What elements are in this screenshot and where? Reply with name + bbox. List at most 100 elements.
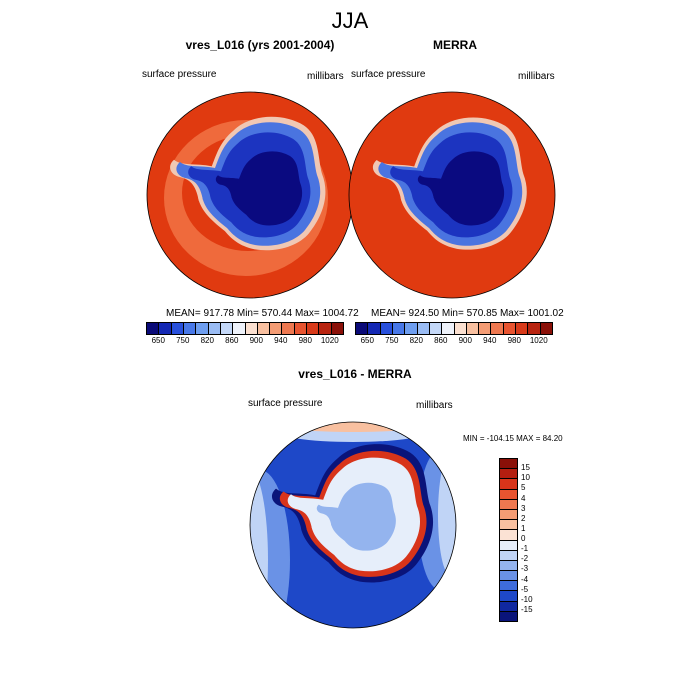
diff-title: vres_L016 - MERRA xyxy=(298,367,412,381)
map-merra-frame xyxy=(348,91,556,299)
panel-right-label-model: millibars xyxy=(307,71,344,82)
figure-title: JJA xyxy=(331,8,369,33)
colorbar-tick-label: 650 xyxy=(151,336,165,345)
colorbar-swatch xyxy=(500,498,517,509)
colorbar-swatch xyxy=(391,323,405,334)
colorbar-tick-label: 820 xyxy=(200,336,214,345)
colorbar-tick-label: 860 xyxy=(225,336,239,345)
colorbar-swatch xyxy=(441,323,454,334)
colorbar-swatch xyxy=(539,323,552,334)
colorbar-tick-label: 1 xyxy=(521,523,526,533)
colorbar-swatch xyxy=(500,459,517,469)
diff-right-label: millibars xyxy=(416,400,453,411)
colorbar-diff-labels: 15 10 5 4 3 2 1 0 -1 -2 -3 -4 -5 -10 -15 xyxy=(521,458,561,620)
colorbar-swatch xyxy=(500,610,517,621)
panel-title-model: vres_L016 (yrs 2001-2004) xyxy=(185,38,335,52)
colorbar-swatch xyxy=(147,323,159,334)
colorbar-tick-label: 0 xyxy=(521,534,526,543)
colorbar-swatch xyxy=(500,468,517,479)
colorbar-tick-label: 1020 xyxy=(320,336,339,345)
colorbar-swatch xyxy=(453,323,466,334)
colorbar-swatch xyxy=(478,323,491,334)
colorbar-swatch xyxy=(500,529,517,540)
panel-right-label-merra: millibars xyxy=(518,71,555,82)
colorbar-tick-label: 5 xyxy=(521,483,526,493)
diff-left-label: surface pressure xyxy=(248,398,323,409)
colorbar-tick-label: 940 xyxy=(483,336,497,345)
colorbar-swatch xyxy=(428,323,442,334)
colorbar-swatch xyxy=(306,323,319,334)
stats-merra: MEAN= 924.50 Min= 570.85 Max= 1001.02 xyxy=(371,308,564,319)
colorbar-tick-label: 750 xyxy=(385,336,399,345)
colorbar-swatch xyxy=(244,323,257,334)
colorbar-merra xyxy=(355,322,553,335)
colorbar-swatch xyxy=(502,323,516,334)
colorbar-swatch xyxy=(500,508,517,520)
colorbar-tick-label: 860 xyxy=(434,336,448,345)
colorbar-swatch xyxy=(269,323,282,334)
colorbar-swatch xyxy=(500,559,517,571)
colorbar-tick-label: 900 xyxy=(458,336,472,345)
map-merra xyxy=(349,92,555,298)
colorbar-merra-labels: 650 750 820 860 900 940 980 1020 xyxy=(355,336,551,348)
colorbar-tick-label: 15 xyxy=(521,463,530,473)
colorbar-diff xyxy=(499,458,518,622)
colorbar-swatch xyxy=(207,323,220,334)
colorbar-swatch xyxy=(500,539,517,550)
colorbar-swatch xyxy=(465,323,479,334)
colorbar-swatch xyxy=(500,590,517,601)
colorbar-tick-label: 940 xyxy=(274,336,288,345)
colorbar-swatch xyxy=(170,323,183,334)
colorbar-tick-label: 4 xyxy=(521,493,526,503)
colorbar-tick-label: -10 xyxy=(521,594,533,604)
colorbar-swatch xyxy=(500,488,517,499)
panel-title-merra: MERRA xyxy=(433,38,477,52)
colorbar-swatch xyxy=(367,323,380,334)
colorbar-swatch xyxy=(500,519,517,530)
colorbar-tick-label: 750 xyxy=(176,336,190,345)
panel-left-label-model: surface pressure xyxy=(142,69,217,80)
colorbar-tick-label: 1020 xyxy=(529,336,548,345)
map-diff xyxy=(250,422,456,628)
stats-model: MEAN= 917.78 Min= 570.44 Max= 1004.72 xyxy=(166,308,359,319)
colorbar-swatch xyxy=(293,323,307,334)
colorbar-tick-label: 900 xyxy=(249,336,263,345)
colorbar-swatch xyxy=(500,549,517,560)
colorbar-model-labels: 650 750 820 860 900 940 980 1020 xyxy=(146,336,342,348)
colorbar-swatch xyxy=(195,323,208,334)
diff-stats: MIN = -104.15 MAX = 84.20 xyxy=(463,434,563,443)
colorbar-swatch xyxy=(182,323,196,334)
colorbar-swatch xyxy=(527,323,540,334)
colorbar-swatch xyxy=(416,323,429,334)
map-model xyxy=(147,92,353,298)
colorbar-swatch xyxy=(490,323,503,334)
colorbar-swatch xyxy=(158,323,171,334)
colorbar-swatch xyxy=(500,570,517,581)
colorbar-swatch xyxy=(330,323,343,334)
colorbar-swatch xyxy=(500,478,517,489)
map-diff-frame xyxy=(249,421,457,629)
colorbar-swatch xyxy=(256,323,270,334)
colorbar-tick-label: 980 xyxy=(507,336,521,345)
colorbar-swatch xyxy=(500,580,517,591)
colorbar-swatch xyxy=(232,323,245,334)
colorbar-tick-label: 2 xyxy=(521,513,526,523)
colorbar-swatch xyxy=(281,323,294,334)
colorbar-swatch xyxy=(219,323,233,334)
colorbar-tick-label: -4 xyxy=(521,574,529,584)
colorbar-tick-label: 650 xyxy=(360,336,374,345)
colorbar-swatch xyxy=(515,323,528,334)
colorbar-tick-label: 10 xyxy=(521,473,530,483)
colorbar-model xyxy=(146,322,344,335)
colorbar-swatch xyxy=(500,600,517,611)
colorbar-tick-label: -3 xyxy=(521,564,529,574)
colorbar-tick-label: 3 xyxy=(521,503,526,513)
colorbar-tick-label: -5 xyxy=(521,584,529,594)
panel-left-label-merra: surface pressure xyxy=(351,69,426,80)
colorbar-tick-label: -15 xyxy=(521,604,533,614)
colorbar-swatch xyxy=(318,323,331,334)
colorbar-tick-label: 820 xyxy=(409,336,423,345)
colorbar-tick-label: -2 xyxy=(521,554,529,564)
colorbar-swatch xyxy=(404,323,417,334)
